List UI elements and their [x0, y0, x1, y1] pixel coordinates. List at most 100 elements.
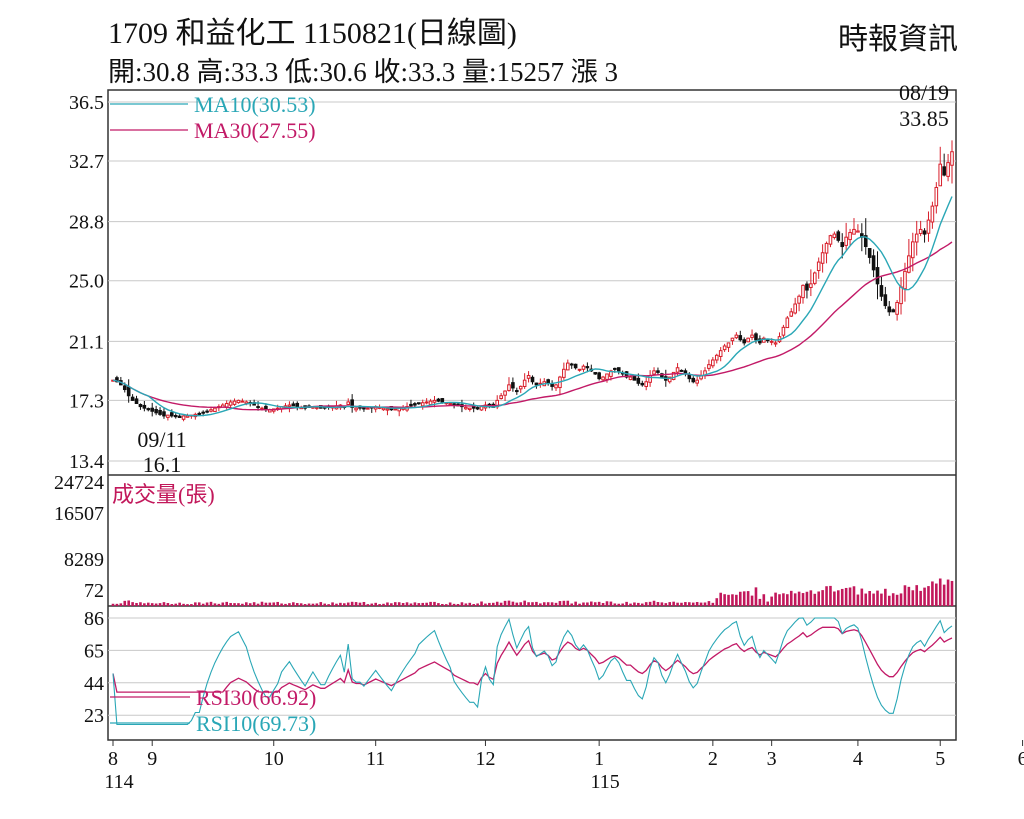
volume-bar	[637, 602, 640, 606]
candle-body	[871, 255, 876, 271]
volume-bar	[864, 593, 868, 606]
legend-label: RSI10(69.73)	[196, 711, 316, 736]
candle-body	[632, 375, 637, 381]
candle-body	[769, 340, 774, 343]
volume-bar	[668, 602, 672, 606]
volume-bar	[303, 604, 307, 606]
candle-body	[236, 399, 241, 404]
volume-bar	[950, 580, 954, 606]
volume-bar	[307, 603, 311, 606]
x-month-label: 12	[475, 748, 495, 770]
volume-bar	[311, 603, 315, 606]
candle-body	[930, 205, 935, 223]
volume-bar	[213, 603, 217, 606]
volume-bar	[244, 602, 248, 606]
volume-tick-label: 24724	[54, 472, 104, 494]
candle-body	[467, 407, 472, 410]
candle-body	[867, 248, 872, 258]
volume-bar	[578, 603, 581, 606]
candle-body	[197, 412, 202, 415]
volume-bar	[503, 600, 507, 606]
volume-bar	[421, 602, 425, 606]
rsi-tick-label: 23	[84, 705, 104, 727]
candle-body	[714, 354, 719, 361]
volume-bar	[621, 603, 624, 606]
volume-bar	[229, 602, 232, 606]
volume-bar	[154, 603, 158, 606]
volume-bar	[425, 602, 428, 606]
source-label: 時報資訊	[838, 23, 958, 56]
candle-body	[707, 364, 711, 369]
volume-bar	[809, 590, 813, 606]
candle-body	[730, 337, 735, 342]
volume-bar	[346, 602, 350, 606]
candle-body	[518, 385, 523, 390]
candle-body	[832, 233, 837, 238]
volume-bar	[523, 600, 526, 606]
candle-body	[291, 403, 296, 407]
volume-bar	[288, 603, 291, 606]
grid-lines	[108, 101, 956, 716]
volume-bar	[178, 602, 181, 606]
volume-bar	[170, 604, 174, 606]
volume-bar	[629, 603, 632, 606]
candle-body	[648, 375, 652, 383]
volume-bar	[205, 602, 209, 606]
candle-body	[718, 350, 723, 357]
candle-body	[616, 367, 621, 372]
volume-bar	[511, 601, 515, 606]
volume-bar	[582, 602, 585, 606]
volume-bar	[515, 602, 519, 606]
candle-body	[695, 379, 699, 384]
x-month-label: 11	[366, 748, 385, 770]
candle-body	[801, 284, 805, 299]
ma10-line	[112, 196, 953, 417]
volume-bar	[343, 603, 346, 606]
volume-bar	[323, 603, 327, 606]
candle-body	[479, 406, 484, 411]
volume-bar	[648, 601, 652, 606]
volume-bar	[805, 591, 809, 606]
volume-bar	[609, 601, 613, 606]
candle-body	[170, 412, 174, 417]
volume-bar	[405, 602, 409, 606]
candle-body	[640, 382, 645, 386]
volume-bar	[786, 594, 789, 606]
candle-body	[209, 409, 213, 412]
candle-body	[530, 376, 535, 383]
volume-bar	[907, 586, 911, 606]
volume-bar	[880, 593, 883, 606]
candle-body	[711, 359, 715, 367]
volume-bar	[797, 591, 801, 606]
volume-bar	[237, 603, 240, 606]
volume-bar	[601, 603, 605, 606]
candle-body	[350, 399, 354, 408]
candle-body	[750, 334, 754, 338]
candle-body	[522, 379, 527, 387]
volume-bar	[844, 587, 848, 606]
volume-bar	[284, 603, 287, 606]
candle-body	[942, 166, 946, 176]
candle-body	[181, 415, 186, 420]
volume-bar	[319, 602, 323, 606]
volume-bar	[539, 603, 542, 606]
candle-body	[644, 381, 648, 387]
volume-bar	[194, 602, 197, 606]
candle-body	[824, 242, 829, 254]
candle-body	[295, 402, 300, 408]
candle-body	[201, 411, 205, 414]
volume-bar	[586, 602, 589, 606]
candle-body	[436, 398, 441, 402]
volume-bar	[272, 602, 276, 606]
volume-bar	[127, 600, 130, 606]
candle-body	[856, 230, 860, 233]
volume-tick-label: 72	[84, 580, 104, 602]
candle-body	[417, 402, 421, 405]
candle-body	[793, 303, 797, 314]
volume-bar	[441, 604, 444, 606]
volume-bar	[150, 603, 154, 606]
volume-bar	[252, 602, 256, 606]
volume-bar	[182, 603, 185, 606]
candle-body	[526, 375, 531, 379]
candle-body	[609, 370, 613, 377]
